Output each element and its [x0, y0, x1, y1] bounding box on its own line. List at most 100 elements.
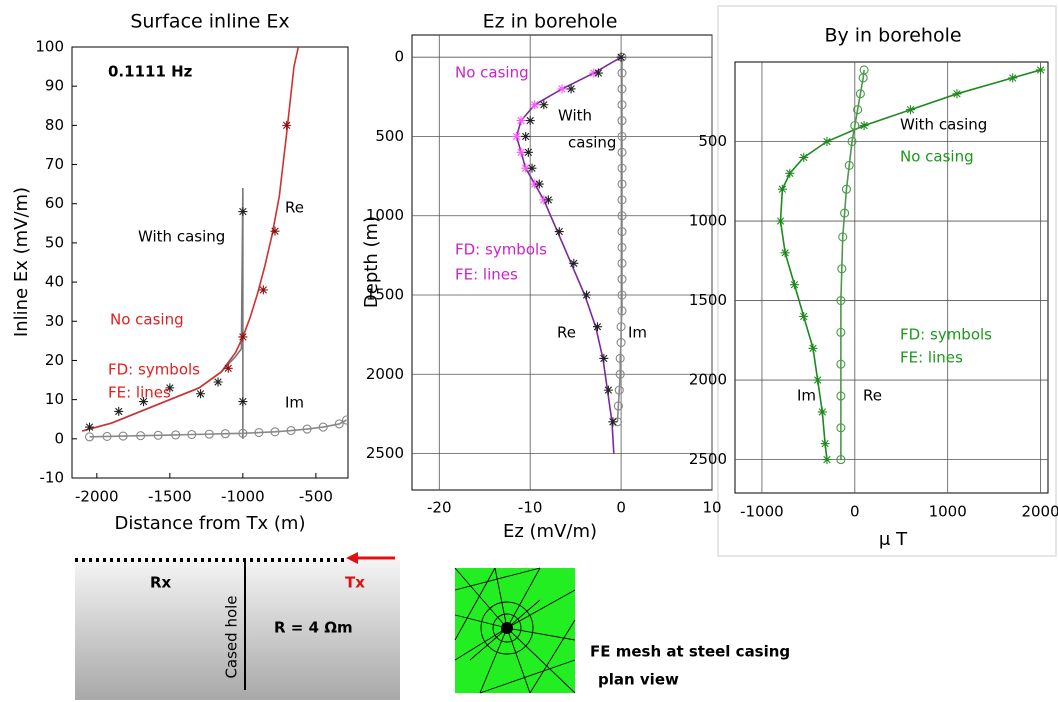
y-tick-label: 0 [54, 429, 64, 447]
annotation: Re [557, 324, 576, 342]
annotation: With casing [900, 116, 987, 134]
marker [539, 100, 548, 109]
y-tick-label: 20 [45, 351, 64, 369]
marker [555, 227, 564, 236]
y-tick-label: 0 [394, 48, 404, 66]
x-axis-label: Distance from Tx (m) [115, 513, 306, 534]
marker [544, 195, 553, 204]
annotation: Re [285, 199, 304, 217]
x-tick-label: 0 [616, 499, 626, 517]
annotation: No casing [900, 148, 974, 166]
x-tick-label: -1500 [148, 488, 192, 506]
marker [617, 53, 626, 62]
marker [821, 439, 830, 448]
marker [238, 207, 247, 216]
marker [593, 322, 602, 331]
page: Casing EM figure {"chart_data": [ {"type… [0, 0, 1058, 702]
x-axis-label: Ez (mV/m) [503, 521, 597, 542]
y-tick-label: 50 [45, 233, 64, 251]
figure: Rx Tx Cased hole R = 4 Ωm FE mesh at ste… [0, 0, 1058, 702]
x-tick-label: -500 [299, 488, 333, 506]
annotation: FE: lines [108, 384, 171, 402]
marker [1008, 73, 1017, 82]
marker [952, 89, 961, 98]
annotation: With casing [138, 228, 225, 246]
y-tick-label: 1000 [689, 212, 727, 230]
y-tick-label: 90 [45, 77, 64, 95]
marker [799, 312, 808, 321]
chart-title: By in borehole [824, 25, 961, 47]
marker [906, 105, 915, 114]
marker [778, 185, 787, 194]
marker [512, 132, 521, 141]
x-axis-label: μ T [879, 529, 908, 550]
rx-label: Rx [150, 574, 172, 592]
marker [567, 84, 576, 93]
annotation: Im [628, 324, 647, 342]
marker [822, 455, 831, 464]
y-tick-label: 60 [45, 194, 64, 212]
marker [270, 227, 279, 236]
x-tick-label: -1000 [221, 488, 265, 506]
marker [238, 397, 247, 406]
marker [569, 259, 578, 268]
y-tick-label: 2000 [366, 365, 404, 383]
marker [599, 354, 608, 363]
y-tick-label: -10 [40, 469, 65, 487]
x-tick-label: 1000 [929, 503, 967, 521]
annotation: Re [863, 387, 882, 405]
marker [528, 164, 537, 173]
chart-title: Ez in borehole [483, 11, 618, 33]
marker [517, 116, 526, 125]
annotation: Im [285, 394, 304, 412]
marker [1036, 65, 1045, 74]
x-tick-label: -1000 [740, 503, 784, 521]
resistivity: R = 4 Ωm [274, 619, 353, 637]
marker [860, 121, 869, 130]
annotation: 0.1111 Hz [108, 63, 193, 81]
x-tick-label: 0 [850, 503, 860, 521]
x-tick-label: 10 [702, 499, 721, 517]
body: Rx Tx Cased hole R = 4 Ωm FE mesh at ste… [0, 0, 1058, 702]
y-tick-label: 2500 [689, 450, 727, 468]
hole-label: Cased hole [223, 595, 241, 678]
marker [238, 332, 247, 341]
annotation: FD: symbols [900, 326, 992, 344]
x-tick-label: 2000 [1021, 503, 1058, 521]
annotation: No casing [455, 64, 529, 82]
x-tick-label: -10 [518, 499, 543, 517]
plot-frame [412, 35, 712, 490]
marker [524, 148, 533, 157]
marker [530, 100, 539, 109]
marker [790, 280, 799, 289]
marker [809, 344, 818, 353]
annotation: casing [568, 134, 616, 152]
marker [818, 407, 827, 416]
marker [785, 169, 794, 178]
marker [776, 217, 785, 226]
marker [608, 417, 617, 426]
mesh-subtitle: plan view [598, 671, 679, 689]
y-tick-label: 40 [45, 273, 64, 291]
annotation: FE: lines [900, 349, 963, 367]
annotation: With [558, 107, 592, 125]
marker [85, 423, 94, 432]
chart-title: Surface inline Ex [130, 11, 289, 33]
data-line [90, 420, 347, 437]
marker [594, 69, 603, 78]
y-tick-label: 30 [45, 312, 64, 330]
y-tick-label: 500 [375, 127, 404, 145]
x-tick-label: -2000 [75, 488, 119, 506]
marker [822, 137, 831, 146]
plot-frame [72, 47, 348, 478]
marker [582, 291, 591, 300]
annotation: Im [797, 387, 816, 405]
y-axis-label: Inline Ex (mV/m) [11, 187, 32, 337]
mesh [455, 568, 575, 693]
annotation: FD: symbols [455, 241, 547, 259]
x-tick-label: -20 [427, 499, 452, 517]
marker [259, 285, 268, 294]
mesh-title: FE mesh at steel casing [590, 643, 790, 661]
marker [526, 116, 535, 125]
panel [718, 6, 1056, 556]
